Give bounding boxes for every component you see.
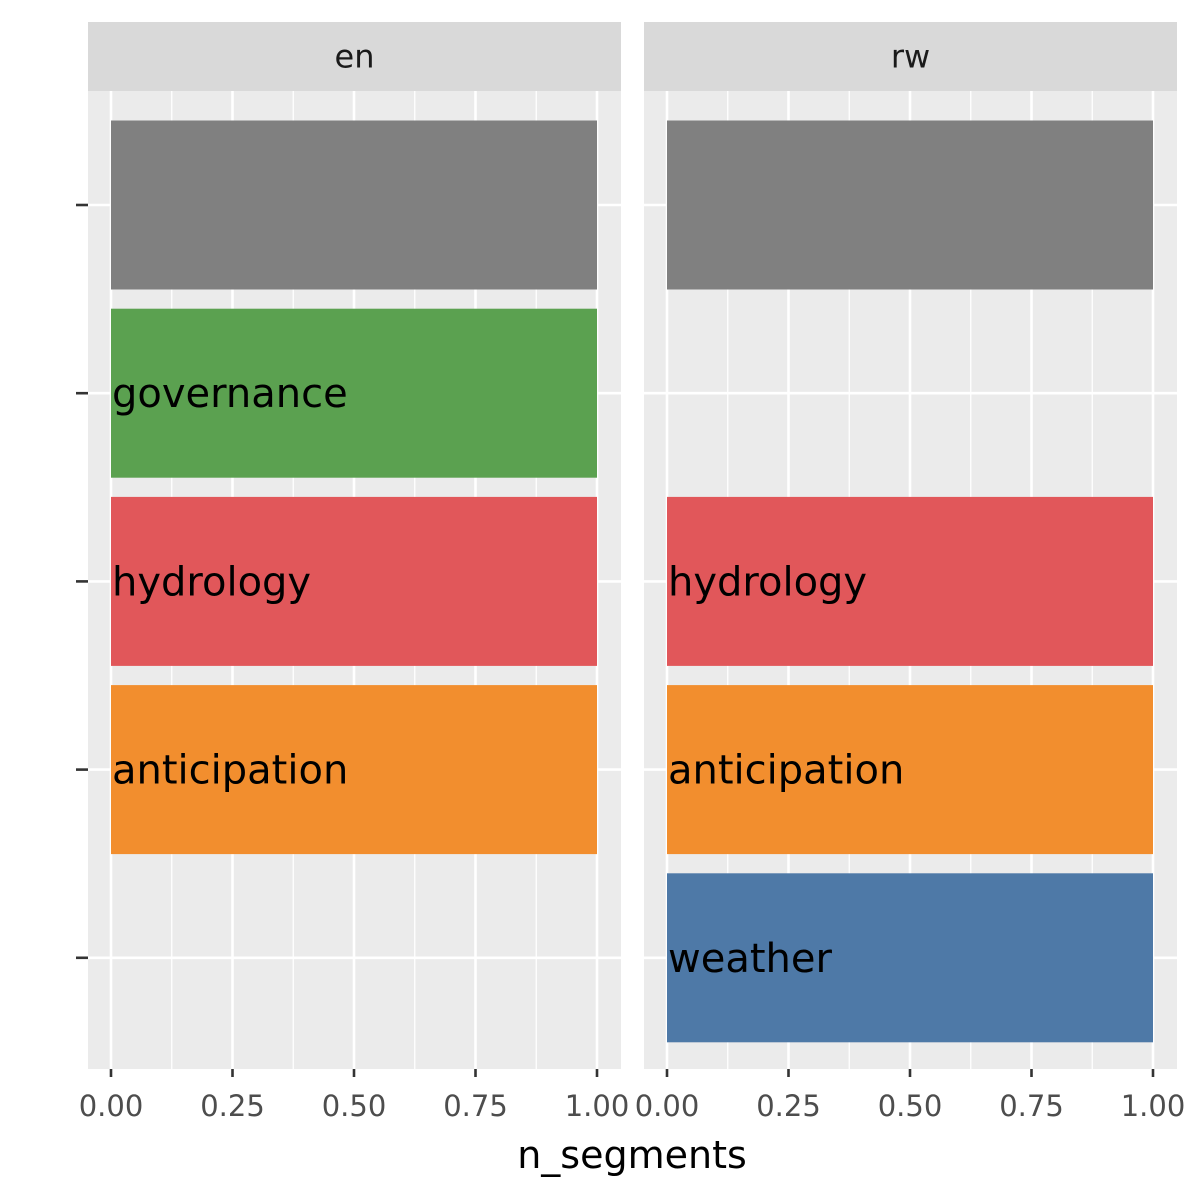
bar-label: hydrology: [668, 559, 867, 605]
bar-governance: [111, 308, 597, 478]
bar-label: governance: [112, 371, 348, 417]
facet-panel-rw: rw hydrology anticipation weather 0.00 0.25 0.…: [635, 22, 1186, 1123]
facet-strip-label: rw: [891, 38, 930, 76]
x-tick-label: 1.00: [1121, 1089, 1186, 1123]
bar-label: hydrology: [112, 559, 311, 605]
bar-anticipation: [667, 685, 1153, 855]
bar-unlabeled: [111, 120, 597, 290]
bar-label: anticipation: [668, 748, 904, 794]
x-tick-label: 0.75: [443, 1089, 508, 1123]
bar-hydrology: [111, 496, 597, 666]
bar-label: weather: [668, 936, 832, 982]
x-tick-label: 0.25: [756, 1089, 821, 1123]
facet-strip: [88, 22, 621, 91]
x-tick-label: 0.00: [635, 1089, 700, 1123]
x-tick-label: 0.00: [79, 1089, 144, 1123]
bar-unlabeled: [667, 120, 1153, 290]
bar-weather: [667, 873, 1153, 1043]
facet-strip-label: en: [335, 38, 375, 76]
x-tick-label: 1.00: [565, 1089, 630, 1123]
x-axis-title: n_segments: [517, 1133, 747, 1177]
bar-hydrology: [667, 496, 1153, 666]
x-tick-label: 0.75: [999, 1089, 1064, 1123]
bar-anticipation: [111, 685, 597, 855]
facet-panel-en: en governance hydrology anticipation 0.00 0.2…: [79, 22, 630, 1123]
x-tick-label: 0.50: [322, 1089, 387, 1123]
x-tick-label: 0.50: [878, 1089, 943, 1123]
x-tick-label: 0.25: [200, 1089, 265, 1123]
facet-strip: [644, 22, 1177, 91]
bar-label: anticipation: [112, 748, 348, 794]
